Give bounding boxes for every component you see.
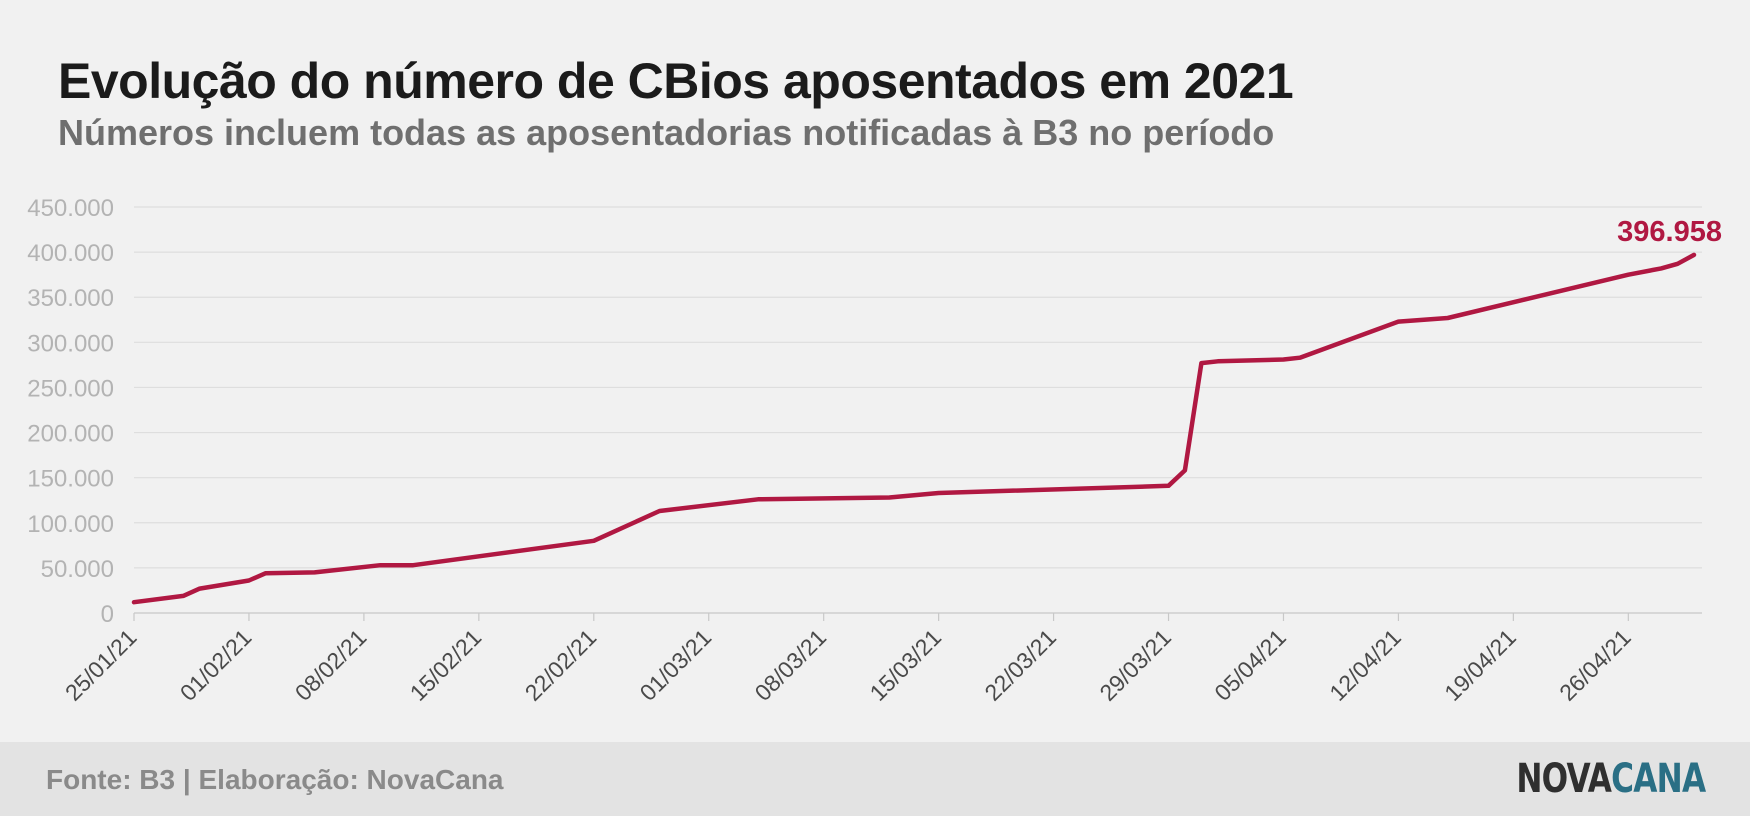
x-tick-label: 01/02/21: [175, 624, 257, 706]
y-tick-label: 450.000: [27, 195, 114, 222]
annotation-layer: 396.958: [1617, 216, 1722, 248]
y-axis: 0 50.000 100.000 150.000 200.000 250.000 300.0…: [27, 195, 114, 628]
x-tick-label: 12/04/21: [1324, 624, 1406, 706]
y-tick-label: 300.000: [27, 330, 114, 357]
source-note: Fonte: B3 | Elaboração: NovaCana: [46, 764, 504, 795]
y-tick-label: 400.000: [27, 240, 114, 267]
series-layer: [131, 252, 1697, 605]
x-axis: 25/01/21 01/02/21 08/02/21 15/02/21 22/02/21…: [60, 613, 1636, 706]
end-value-label: 396.958: [1617, 216, 1722, 248]
x-tick-label: 15/02/21: [405, 624, 487, 706]
y-tick-label: 100.000: [27, 511, 114, 538]
x-tick-label: 01/03/21: [635, 624, 717, 706]
x-tick-label: 08/02/21: [290, 624, 372, 706]
x-tick-label: 05/04/21: [1209, 624, 1291, 706]
chart-title: Evolução do número de CBios aposentados …: [58, 53, 1294, 109]
y-tick-label: 250.000: [27, 375, 114, 402]
novacana-logo: NOVACANA: [1515, 756, 1706, 802]
y-tick-label: 200.000: [27, 421, 114, 448]
x-tick-label: 26/04/21: [1554, 624, 1636, 706]
x-tick-label: 29/03/21: [1094, 624, 1176, 706]
x-tick-label: 22/02/21: [520, 624, 602, 706]
series-line: [131, 252, 1697, 605]
y-tick-label: 150.000: [27, 466, 114, 493]
chart-subtitle: Números incluem todas as aposentadorias …: [58, 112, 1275, 153]
y-tick-label: 0: [101, 601, 114, 628]
x-tick-label: 19/04/21: [1439, 624, 1521, 706]
grid-layer: [134, 206, 1702, 614]
logo-cana-text: CANA: [1610, 756, 1706, 802]
y-tick-label: 350.000: [27, 285, 114, 312]
x-tick-label: 22/03/21: [979, 624, 1061, 706]
x-tick-label: 25/01/21: [60, 624, 142, 706]
line-chart: 0 50.000 100.000 150.000 200.000 250.000 300.0…: [27, 195, 1722, 706]
x-tick-label: 15/03/21: [864, 624, 946, 706]
y-tick-label: 50.000: [41, 556, 114, 583]
footer: Fonte: B3 | Elaboração: NovaCana NOVACAN…: [0, 742, 1750, 816]
logo-nova-text: NOVA: [1515, 756, 1612, 802]
x-tick-label: 08/03/21: [750, 624, 832, 706]
